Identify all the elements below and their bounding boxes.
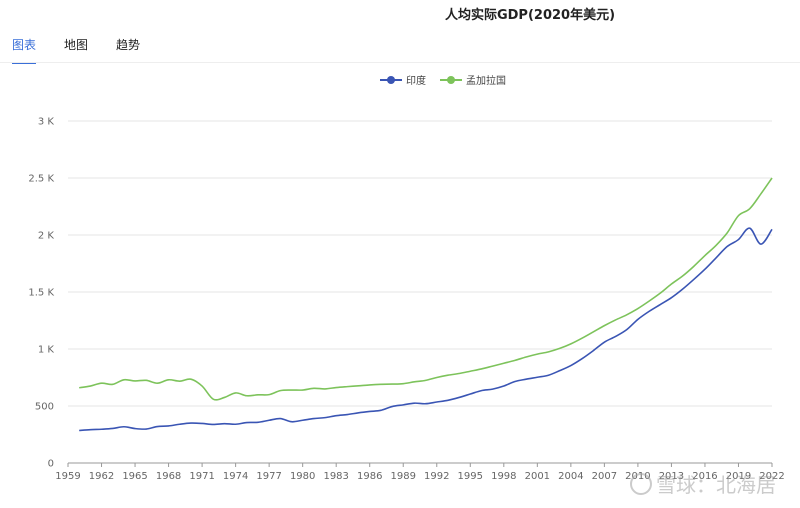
watermark: 雪球：北海居 (630, 469, 776, 498)
legend-label-india: 印度 (406, 76, 426, 87)
y-tick-label: 0 (48, 459, 54, 470)
x-tick-label: 1959 (55, 471, 80, 482)
legend-item-bangladesh[interactable]: 孟加拉国 (440, 72, 506, 87)
chart-legend: 印度 孟加拉国 (380, 72, 506, 87)
legend-label-bangladesh: 孟加拉国 (466, 76, 506, 87)
y-tick-label: 1 K (38, 345, 55, 356)
x-tick-label: 2013 (659, 471, 684, 482)
x-tick-label: 1995 (458, 471, 483, 482)
x-tick-label: 1983 (323, 471, 348, 482)
snowball-logo-icon (630, 472, 652, 495)
watermark-text: 雪球：北海居 (656, 473, 776, 497)
legend-item-india[interactable]: 印度 (380, 72, 426, 87)
x-tick-label: 1974 (223, 471, 248, 482)
x-tick-label: 1980 (290, 471, 315, 482)
series-lines (79, 177, 773, 432)
x-tick-label: 1965 (122, 471, 147, 482)
y-tick-label: 2.5 K (28, 174, 54, 185)
tab-divider (0, 62, 800, 63)
tab-chart[interactable]: 图表 (12, 36, 37, 64)
y-tick-label: 500 (35, 402, 54, 413)
x-tick-label: 1998 (491, 471, 516, 482)
x-tick-label: 2001 (525, 471, 550, 482)
x-tick-label: 2007 (592, 471, 617, 482)
x-axis: 1959 1962 1965 1968 1971 1974 1977 1980 1983 1986… (55, 463, 785, 482)
tab-trend[interactable]: 趋势 (116, 38, 141, 52)
x-tick-label: 1992 (424, 471, 449, 482)
tab-bar: 图表 地图 趋势 (12, 36, 140, 64)
y-tick-label: 2 K (38, 231, 55, 242)
y-tick-label: 3 K (38, 117, 55, 128)
x-tick-label: 2004 (558, 471, 583, 482)
tab-map[interactable]: 地图 (64, 38, 89, 52)
series-line-india (79, 227, 773, 432)
x-tick-label: 1971 (189, 471, 214, 482)
chart-title: 人均实际GDP(2020年美元) (444, 8, 616, 23)
series-line-bangladesh (79, 177, 773, 401)
x-tick-label: 1989 (391, 471, 416, 482)
legend-marker-bangladesh (440, 75, 462, 85)
x-tick-label: 1977 (256, 471, 281, 482)
x-tick-label: 1968 (156, 471, 181, 482)
legend-marker-india (380, 75, 402, 85)
y-tick-label: 1.5 K (28, 288, 54, 299)
x-tick-label: 2019 (726, 471, 751, 482)
x-tick-label: 1962 (89, 471, 114, 482)
x-tick-label: 2022 (759, 471, 784, 482)
grid-lines (68, 120, 772, 464)
y-axis-labels: 0 500 1 K 1.5 K 2 K 2.5 K 3 K (28, 117, 54, 470)
x-tick-label: 1986 (357, 471, 382, 482)
x-tick-label: 2016 (692, 471, 717, 482)
